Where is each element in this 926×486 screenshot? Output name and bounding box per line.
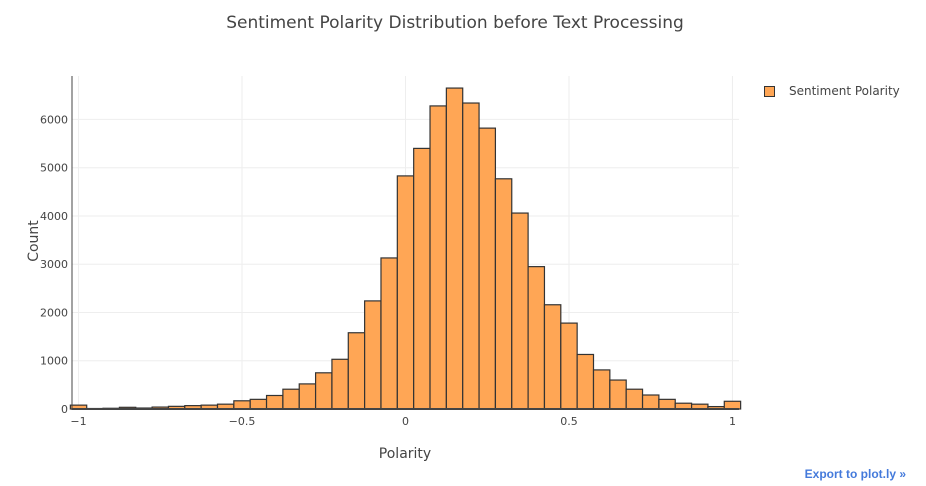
histogram-bar[interactable] <box>658 398 676 410</box>
histogram-bar[interactable] <box>723 400 742 410</box>
y-tick-label: 5000 <box>40 162 68 175</box>
x-tick-labels: −1 −0.5 0 0.5 1 <box>70 415 736 428</box>
x-tick-label: 0.5 <box>560 415 578 428</box>
y-tick-labels: 0 1000 2000 3000 4000 5000 6000 <box>40 113 68 416</box>
histogram-bar[interactable] <box>282 388 300 410</box>
histogram-bar[interactable] <box>494 178 513 410</box>
x-tick-label: 0 <box>402 415 409 428</box>
histogram-bar[interactable] <box>625 388 644 410</box>
histogram-bar[interactable] <box>347 332 366 410</box>
axes <box>71 76 739 410</box>
y-tick-label: 2000 <box>40 306 68 319</box>
histogram-bar[interactable] <box>233 400 251 410</box>
histogram-bar[interactable] <box>298 383 317 410</box>
y-axis-label: Count <box>26 220 42 262</box>
histogram-bar[interactable] <box>543 304 562 410</box>
x-tick-label: 1 <box>729 415 736 428</box>
y-tick-label: 3000 <box>40 258 68 271</box>
y-tick-label: 6000 <box>40 113 68 126</box>
histogram-bar[interactable] <box>511 212 529 410</box>
histogram-bar[interactable] <box>592 369 611 410</box>
x-tick-label: −0.5 <box>229 415 256 428</box>
x-axis-label: Polarity <box>378 446 432 462</box>
histogram-bar[interactable] <box>609 379 627 410</box>
bars-group <box>69 87 742 410</box>
histogram-bar[interactable] <box>429 105 447 410</box>
histogram-bar[interactable] <box>314 372 333 410</box>
y-tick-label: 0 <box>61 403 68 416</box>
histogram-bar[interactable] <box>576 353 595 410</box>
export-link[interactable]: Export to plot.ly » <box>804 467 906 481</box>
y-tick-label: 1000 <box>40 355 68 368</box>
histogram-bar[interactable] <box>478 127 497 410</box>
histogram-bar[interactable] <box>249 398 268 410</box>
histogram-bar[interactable] <box>445 87 464 410</box>
x-tick-label: −1 <box>70 415 86 428</box>
histogram-bar[interactable] <box>641 394 660 410</box>
y-tick-label: 4000 <box>40 210 68 223</box>
legend[interactable]: Sentiment Polarity <box>764 84 900 98</box>
histogram-bar[interactable] <box>265 394 284 410</box>
histogram-bar[interactable] <box>560 322 578 410</box>
histogram-bar[interactable] <box>396 175 415 410</box>
histogram-bar[interactable] <box>462 102 480 410</box>
chart-title: Sentiment Polarity Distribution before T… <box>226 13 684 33</box>
legend-label: Sentiment Polarity <box>789 84 900 98</box>
histogram-bar[interactable] <box>331 358 349 410</box>
page-strip <box>910 0 926 486</box>
legend-swatch <box>764 85 775 97</box>
histogram-bar[interactable] <box>527 266 546 410</box>
histogram-bar[interactable] <box>413 147 431 410</box>
histogram-bar[interactable] <box>364 300 382 410</box>
histogram-bar[interactable] <box>380 257 398 410</box>
